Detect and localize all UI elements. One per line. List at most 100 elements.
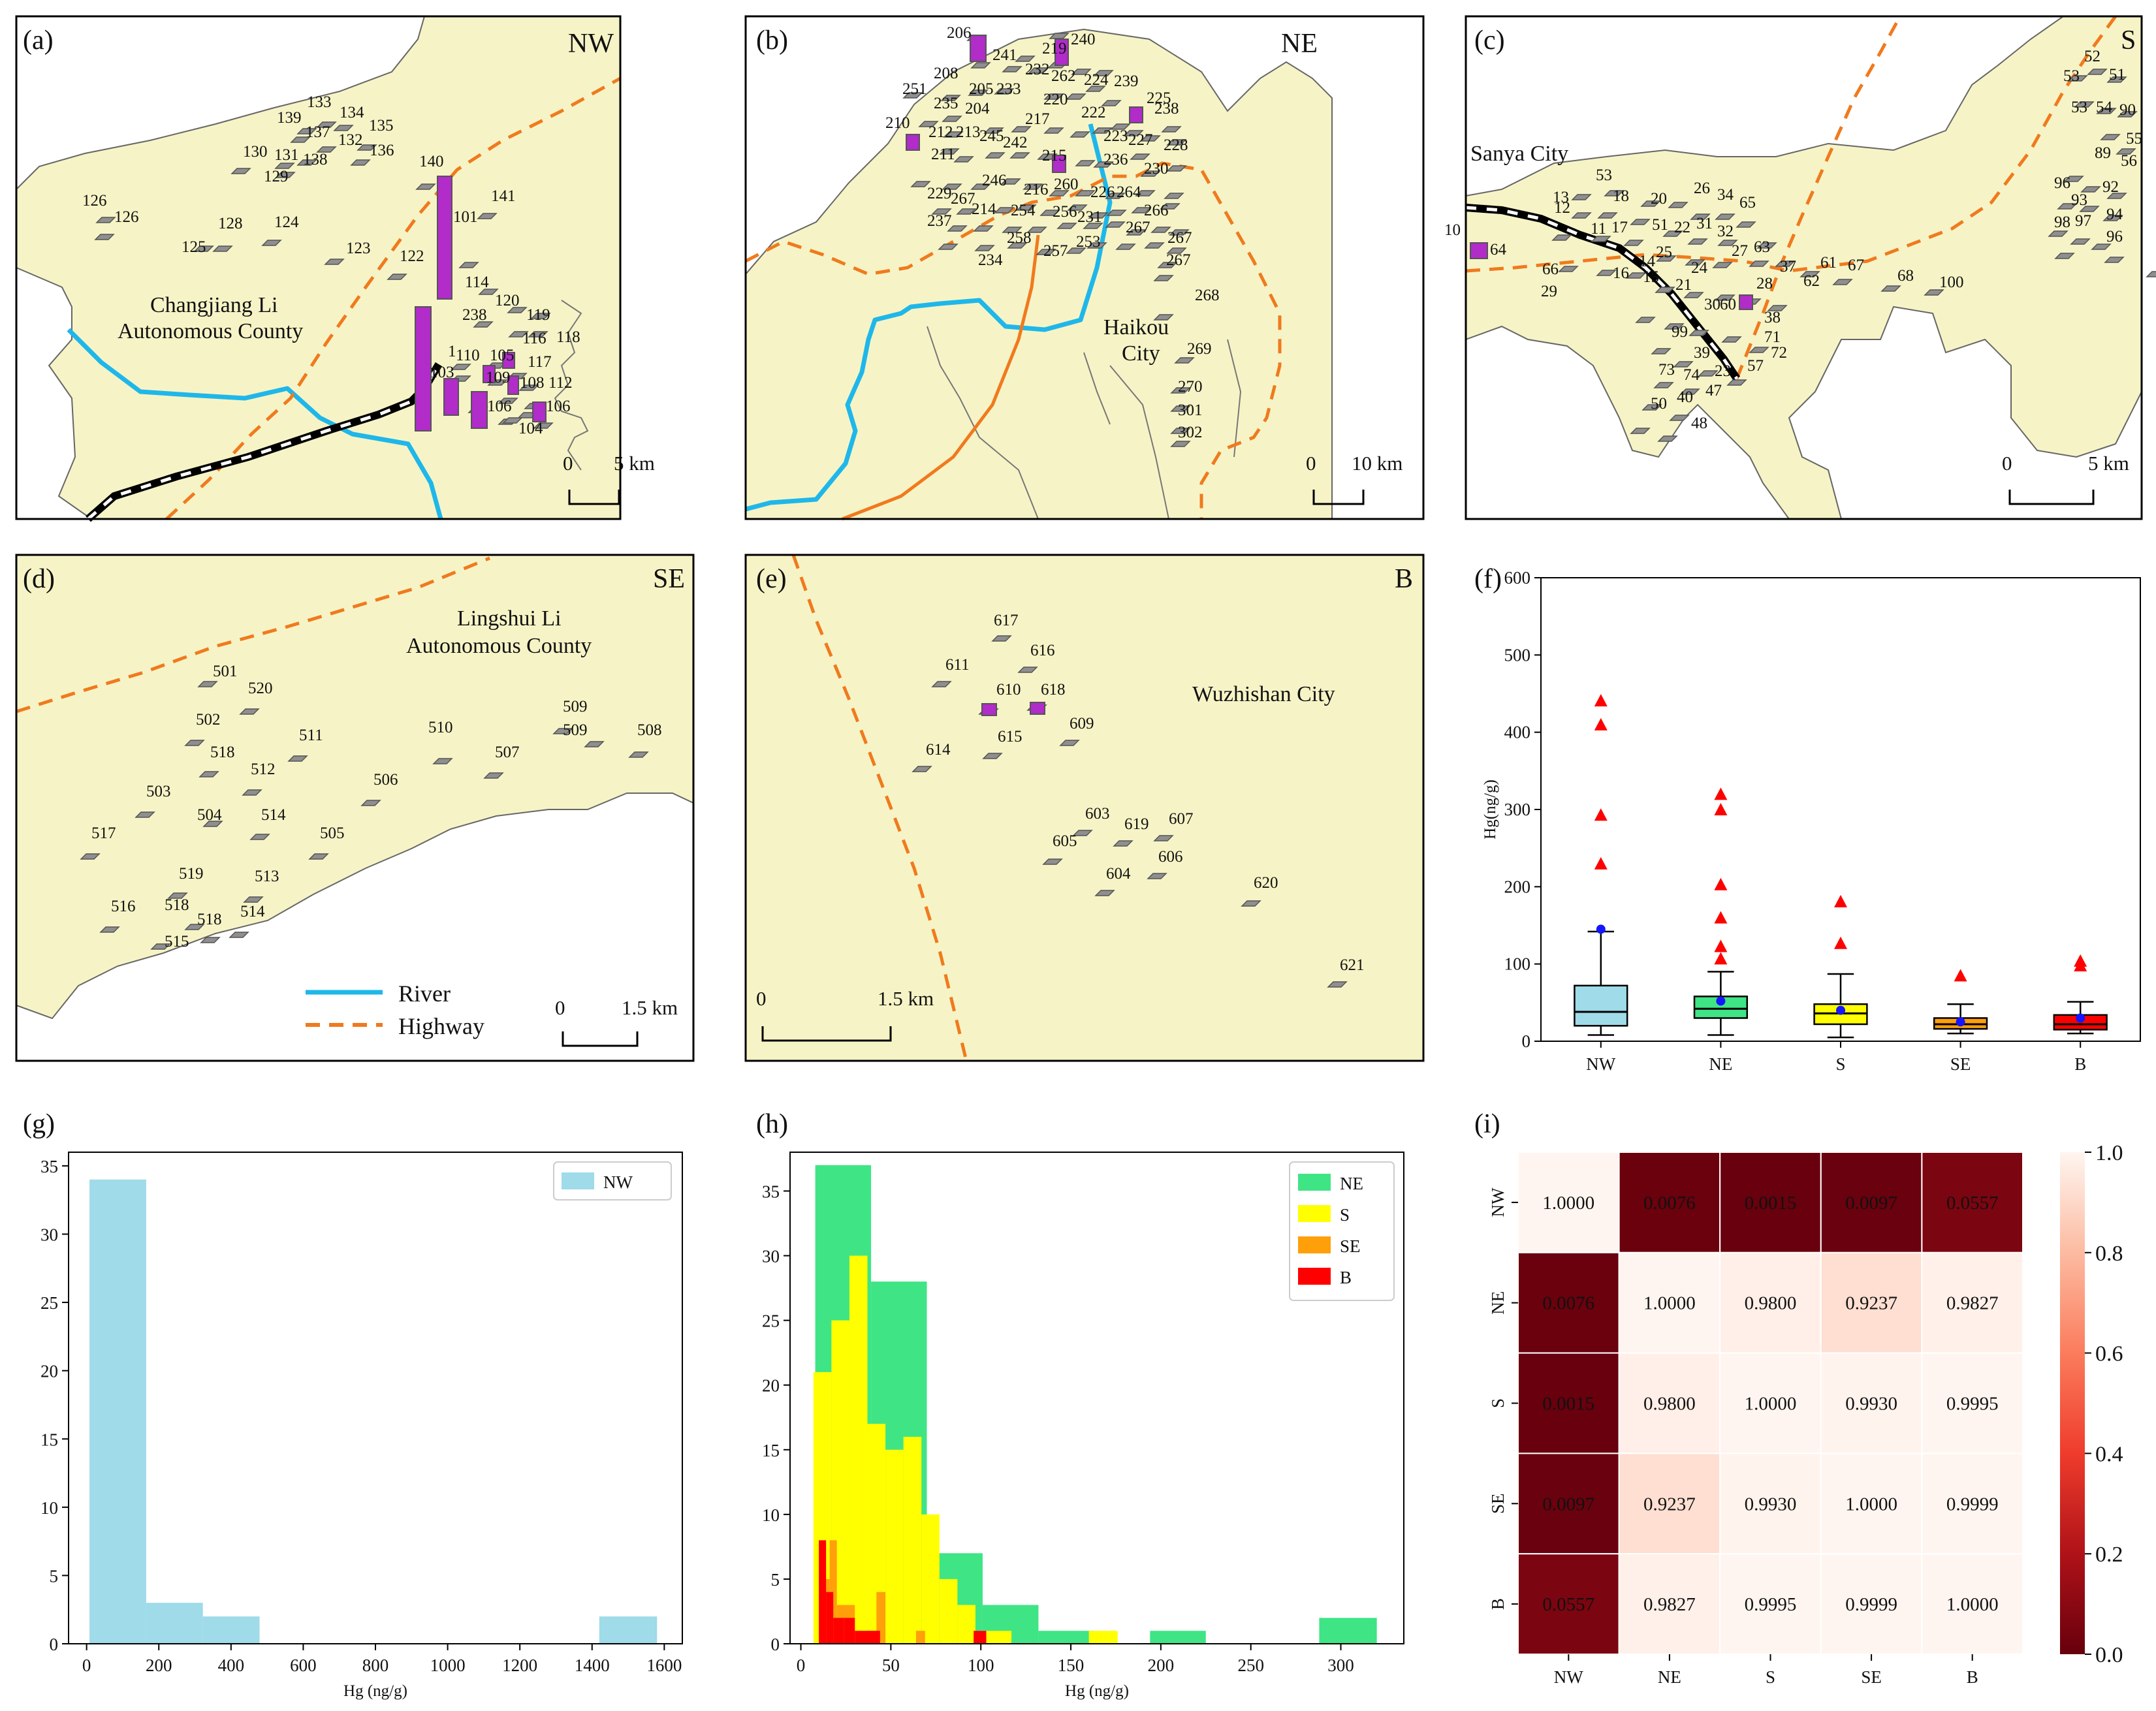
sample-marker bbox=[1571, 212, 1592, 219]
cell-value-label: 0.0557 bbox=[1946, 1193, 1999, 1214]
sample-label: 511 bbox=[299, 727, 323, 744]
sample-label: 213 bbox=[956, 123, 981, 141]
place-name: City bbox=[1122, 341, 1160, 366]
sample-marker bbox=[1000, 178, 1021, 185]
sample-label: 71 bbox=[1764, 328, 1781, 346]
sample-label: 54 bbox=[2096, 99, 2113, 116]
sample-label: 60 bbox=[1720, 296, 1736, 313]
sample-marker bbox=[135, 811, 155, 818]
sample-label: 256 bbox=[1053, 203, 1077, 221]
sample-label: 231 bbox=[1077, 208, 1102, 226]
sample-label: 117 bbox=[528, 353, 552, 371]
place-name: Changjiang Li bbox=[150, 293, 277, 317]
sample-marker bbox=[275, 172, 296, 178]
sample-marker bbox=[184, 924, 205, 930]
sample-marker bbox=[1153, 314, 1174, 321]
legend-swatch bbox=[1298, 1236, 1331, 1253]
y-tick-label: 500 bbox=[1504, 645, 1531, 665]
sample-label: 214 bbox=[972, 200, 996, 218]
map-panel-e: 617 616 611 610 618 609 615 614 603 607 … bbox=[744, 554, 1425, 1062]
sample-marker bbox=[1655, 287, 1675, 293]
sample-marker bbox=[1007, 242, 1028, 249]
sample-marker bbox=[1715, 213, 1736, 220]
sample-label: 270 bbox=[1178, 378, 1203, 396]
sample-label: 237 bbox=[927, 212, 952, 230]
sample-marker bbox=[316, 121, 337, 128]
sample-marker bbox=[1683, 292, 1704, 298]
mean-point bbox=[1956, 1017, 1965, 1027]
sample-marker bbox=[1106, 210, 1127, 216]
sample-label: 23 bbox=[1715, 362, 1731, 380]
sample-marker bbox=[1126, 229, 1147, 236]
sample-label: 135 bbox=[369, 117, 394, 134]
sample-marker bbox=[1626, 272, 1647, 279]
sample-label: 222 bbox=[1081, 104, 1106, 121]
sample-marker bbox=[1749, 260, 1769, 267]
sample-labels: 501 520 509 509 508 502 511 510 507 518 … bbox=[91, 663, 662, 950]
x-tick-label: 800 bbox=[362, 1656, 389, 1675]
y-tick-label: 30 bbox=[40, 1225, 58, 1245]
colorbar-tick-label: 0.0 bbox=[2095, 1643, 2123, 1667]
sample-marker bbox=[1688, 330, 1709, 336]
sample-label: 204 bbox=[965, 100, 990, 118]
sample-label: 116 bbox=[522, 330, 547, 347]
histogram-bar bbox=[903, 1436, 922, 1644]
histogram-bar bbox=[974, 1631, 987, 1644]
box-nw bbox=[1574, 694, 1628, 1036]
sample-label: 130 bbox=[243, 143, 268, 161]
heatmap-cell bbox=[1618, 1553, 1721, 1655]
sample-marker bbox=[2106, 193, 2127, 199]
sample-label: 504 bbox=[197, 806, 222, 824]
sample-label: 225 bbox=[1147, 89, 1171, 107]
x-tick-label: 0 bbox=[82, 1656, 91, 1675]
sample-label: 53 bbox=[2071, 99, 2087, 116]
sample-marker bbox=[1153, 835, 1174, 841]
sample-label: 63 bbox=[1754, 238, 1770, 256]
y-tick-label: 20 bbox=[40, 1362, 58, 1381]
sample-label: 27 bbox=[1732, 242, 1748, 260]
sample-label: 47 bbox=[1705, 382, 1722, 400]
map-frame bbox=[744, 554, 1425, 1062]
sample-label: 93 bbox=[2071, 191, 2087, 209]
sample-label: 64 bbox=[1490, 241, 1507, 259]
sample-marker bbox=[1662, 230, 1683, 237]
sample-marker bbox=[1085, 86, 1106, 92]
sample-marker bbox=[2063, 176, 2084, 182]
sample-label: 618 bbox=[1041, 681, 1066, 699]
sample-label: 609 bbox=[1070, 715, 1094, 732]
outlier-point bbox=[1714, 939, 1728, 952]
histogram-bar bbox=[844, 1618, 855, 1644]
sample-label: 114 bbox=[465, 274, 489, 291]
sample-marker bbox=[931, 208, 952, 215]
x-tick-label: SE bbox=[1861, 1667, 1882, 1687]
river-line bbox=[67, 328, 443, 520]
x-tick-label: 1000 bbox=[430, 1656, 466, 1675]
sample-label: 25 bbox=[1656, 243, 1672, 261]
cell-value-label: 0.9995 bbox=[1745, 1594, 1797, 1615]
sample-label: 55 bbox=[2126, 130, 2142, 148]
sample-marker bbox=[1924, 289, 1944, 296]
sample-marker bbox=[1043, 93, 1064, 100]
heatmap-chart: (i) 1.0000 0.0076 0.0015 0.0097 0.0557 0.0076 1… bbox=[1474, 1109, 2123, 1687]
sample-marker bbox=[1105, 193, 1126, 199]
place-name: Wuzhishan City bbox=[1192, 682, 1335, 706]
sample-marker bbox=[1717, 240, 1738, 246]
sample-label: 40 bbox=[1677, 388, 1693, 406]
sample-marker bbox=[94, 234, 115, 240]
sample-label: 242 bbox=[1003, 134, 1028, 151]
sample-marker bbox=[1775, 260, 1796, 267]
sample-marker bbox=[1623, 240, 1644, 246]
sample-marker bbox=[1736, 221, 1756, 228]
x-tick-label: B bbox=[2074, 1054, 2086, 1074]
sample-marker bbox=[1023, 183, 1043, 190]
sample-label: 52 bbox=[2084, 48, 2101, 65]
colorbar-tick-label: 0.2 bbox=[2095, 1543, 2123, 1567]
sample-marker bbox=[1170, 428, 1191, 434]
sample-marker bbox=[1170, 441, 1191, 447]
cell-value-label: 0.0076 bbox=[1643, 1193, 1696, 1214]
sample-marker bbox=[1166, 139, 1187, 146]
sample-marker bbox=[508, 331, 529, 337]
sample-labels: 52 53 51 53 54 90 55 89 56 96 92 93 98 9… bbox=[1444, 48, 2142, 432]
sample-label: 246 bbox=[982, 172, 1007, 189]
sample-label: 125 bbox=[182, 238, 206, 256]
